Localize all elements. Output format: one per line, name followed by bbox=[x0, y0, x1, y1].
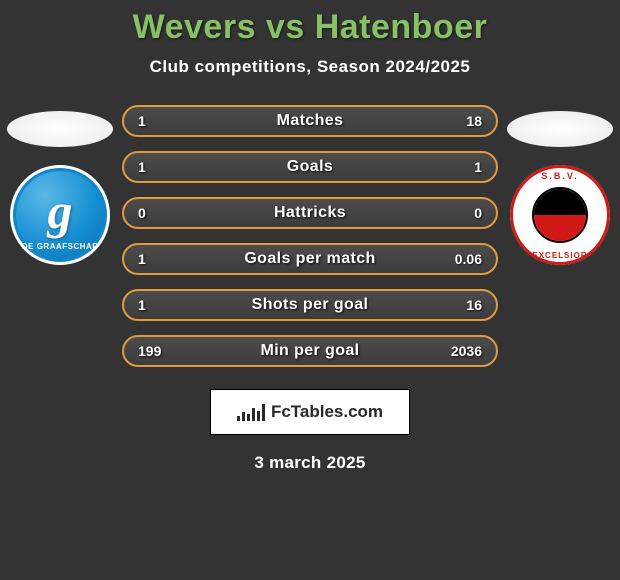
stat-row: 1 Goals per match 0.06 bbox=[122, 243, 498, 275]
stat-right-value: 16 bbox=[440, 297, 482, 313]
page-subtitle: Club competitions, Season 2024/2025 bbox=[0, 57, 620, 77]
badge-inner bbox=[532, 187, 588, 243]
brand-text: FcTables.com bbox=[271, 402, 383, 422]
player-photo-left bbox=[7, 111, 113, 147]
stat-left-value: 1 bbox=[138, 297, 180, 313]
stat-label: Goals bbox=[287, 158, 333, 176]
comparison-card: Wevers vs Hatenboer Club competitions, S… bbox=[0, 0, 620, 473]
stat-right-value: 1 bbox=[440, 159, 482, 175]
stat-row: 1 Goals 1 bbox=[122, 151, 498, 183]
stat-label: Hattricks bbox=[274, 204, 346, 222]
club-badge-right: S.B.V. EXCELSIOR bbox=[510, 165, 610, 265]
stat-left-value: 0 bbox=[138, 205, 180, 221]
stat-left-value: 1 bbox=[138, 113, 180, 129]
stat-left-value: 1 bbox=[138, 251, 180, 267]
club-badge-left: g DE GRAAFSCHAP bbox=[10, 165, 110, 265]
stat-row: 199 Min per goal 2036 bbox=[122, 335, 498, 367]
badge-text-bottom: EXCELSIOR bbox=[532, 251, 587, 260]
stat-left-value: 199 bbox=[138, 343, 180, 359]
page-title: Wevers vs Hatenboer bbox=[0, 8, 620, 47]
date-label: 3 march 2025 bbox=[254, 453, 365, 473]
badge-text-top: S.B.V. bbox=[541, 171, 578, 181]
right-side: S.B.V. EXCELSIOR bbox=[504, 105, 616, 265]
stat-label: Min per goal bbox=[260, 342, 359, 360]
bars-icon bbox=[237, 403, 265, 421]
stat-label: Goals per match bbox=[244, 250, 375, 268]
left-side: g DE GRAAFSCHAP bbox=[4, 105, 116, 265]
stat-label: Shots per goal bbox=[252, 296, 369, 314]
stat-row: 0 Hattricks 0 bbox=[122, 197, 498, 229]
stat-right-value: 18 bbox=[440, 113, 482, 129]
stat-right-value: 0 bbox=[440, 205, 482, 221]
badge-label: DE GRAAFSCHAP bbox=[22, 242, 98, 251]
stat-left-value: 1 bbox=[138, 159, 180, 175]
player-photo-right bbox=[507, 111, 613, 147]
stat-right-value: 0.06 bbox=[440, 251, 482, 267]
stat-right-value: 2036 bbox=[440, 343, 482, 359]
badge-letter: g bbox=[48, 182, 73, 240]
main-row: g DE GRAAFSCHAP 1 Matches 18 1 Goals 1 0… bbox=[0, 105, 620, 367]
brand-badge[interactable]: FcTables.com bbox=[210, 389, 410, 435]
stat-row: 1 Shots per goal 16 bbox=[122, 289, 498, 321]
stat-row: 1 Matches 18 bbox=[122, 105, 498, 137]
stat-label: Matches bbox=[277, 112, 344, 130]
footer: FcTables.com 3 march 2025 bbox=[0, 389, 620, 473]
stats-list: 1 Matches 18 1 Goals 1 0 Hattricks 0 1 G… bbox=[116, 105, 504, 367]
